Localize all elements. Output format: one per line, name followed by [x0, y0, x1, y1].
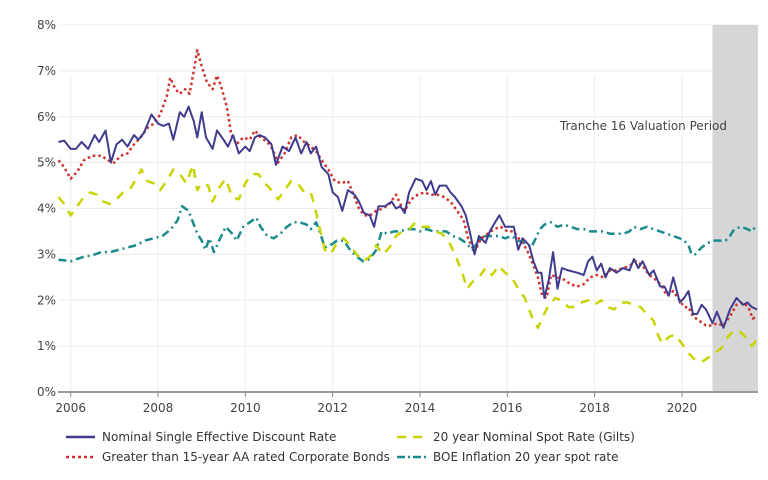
- x-tick-label: 2008: [143, 401, 174, 415]
- series-line-2: [57, 163, 758, 364]
- legend: Nominal Single Effective Discount Rate 20…: [66, 430, 635, 464]
- x-tick-label: 2010: [230, 401, 261, 415]
- y-tick-label: 4%: [37, 202, 56, 216]
- x-tick-label: 2012: [317, 401, 348, 415]
- x-tick-label: 2006: [55, 401, 86, 415]
- x-tick-label: 2014: [405, 401, 436, 415]
- x-tick-label: 2016: [492, 401, 523, 415]
- legend-label: 20 year Nominal Spot Rate (Gilts): [433, 430, 635, 444]
- series-line-3: [58, 204, 758, 263]
- valuation-period-shaded-region: [712, 25, 758, 392]
- legend-label: Greater than 15-year AA rated Corporate …: [102, 450, 390, 464]
- y-tick-label: 3%: [37, 247, 56, 261]
- x-tick-label: 2020: [667, 401, 698, 415]
- legend-item[interactable]: Greater than 15-year AA rated Corporate …: [66, 450, 390, 464]
- y-tick-label: 5%: [37, 156, 56, 170]
- y-tick-label: 0%: [37, 385, 56, 399]
- series-lines: [57, 48, 758, 364]
- legend-item[interactable]: 20 year Nominal Spot Rate (Gilts): [397, 430, 635, 444]
- y-tick-label: 7%: [37, 64, 56, 78]
- legend-label: Nominal Single Effective Discount Rate: [102, 430, 336, 444]
- series-line-0: [58, 105, 758, 329]
- x-axis-ticks: 2006 2008 2010 2012 2014 2016 2018 2020: [55, 392, 697, 415]
- legend-item[interactable]: BOE Inflation 20 year spot rate: [397, 450, 619, 464]
- legend-label: BOE Inflation 20 year spot rate: [433, 450, 619, 464]
- y-tick-label: 8%: [37, 18, 56, 32]
- y-tick-label: 6%: [37, 110, 56, 124]
- y-axis-ticks: 0% 1% 2% 3% 4% 5% 6% 7% 8%: [37, 18, 56, 399]
- x-tick-label: 2018: [579, 401, 610, 415]
- y-tick-label: 2%: [37, 293, 56, 307]
- valuation-period-annotation: Tranche 16 Valuation Period: [559, 119, 727, 133]
- y-tick-label: 1%: [37, 339, 56, 353]
- gridlines: [58, 24, 758, 392]
- legend-item[interactable]: Nominal Single Effective Discount Rate: [66, 430, 336, 444]
